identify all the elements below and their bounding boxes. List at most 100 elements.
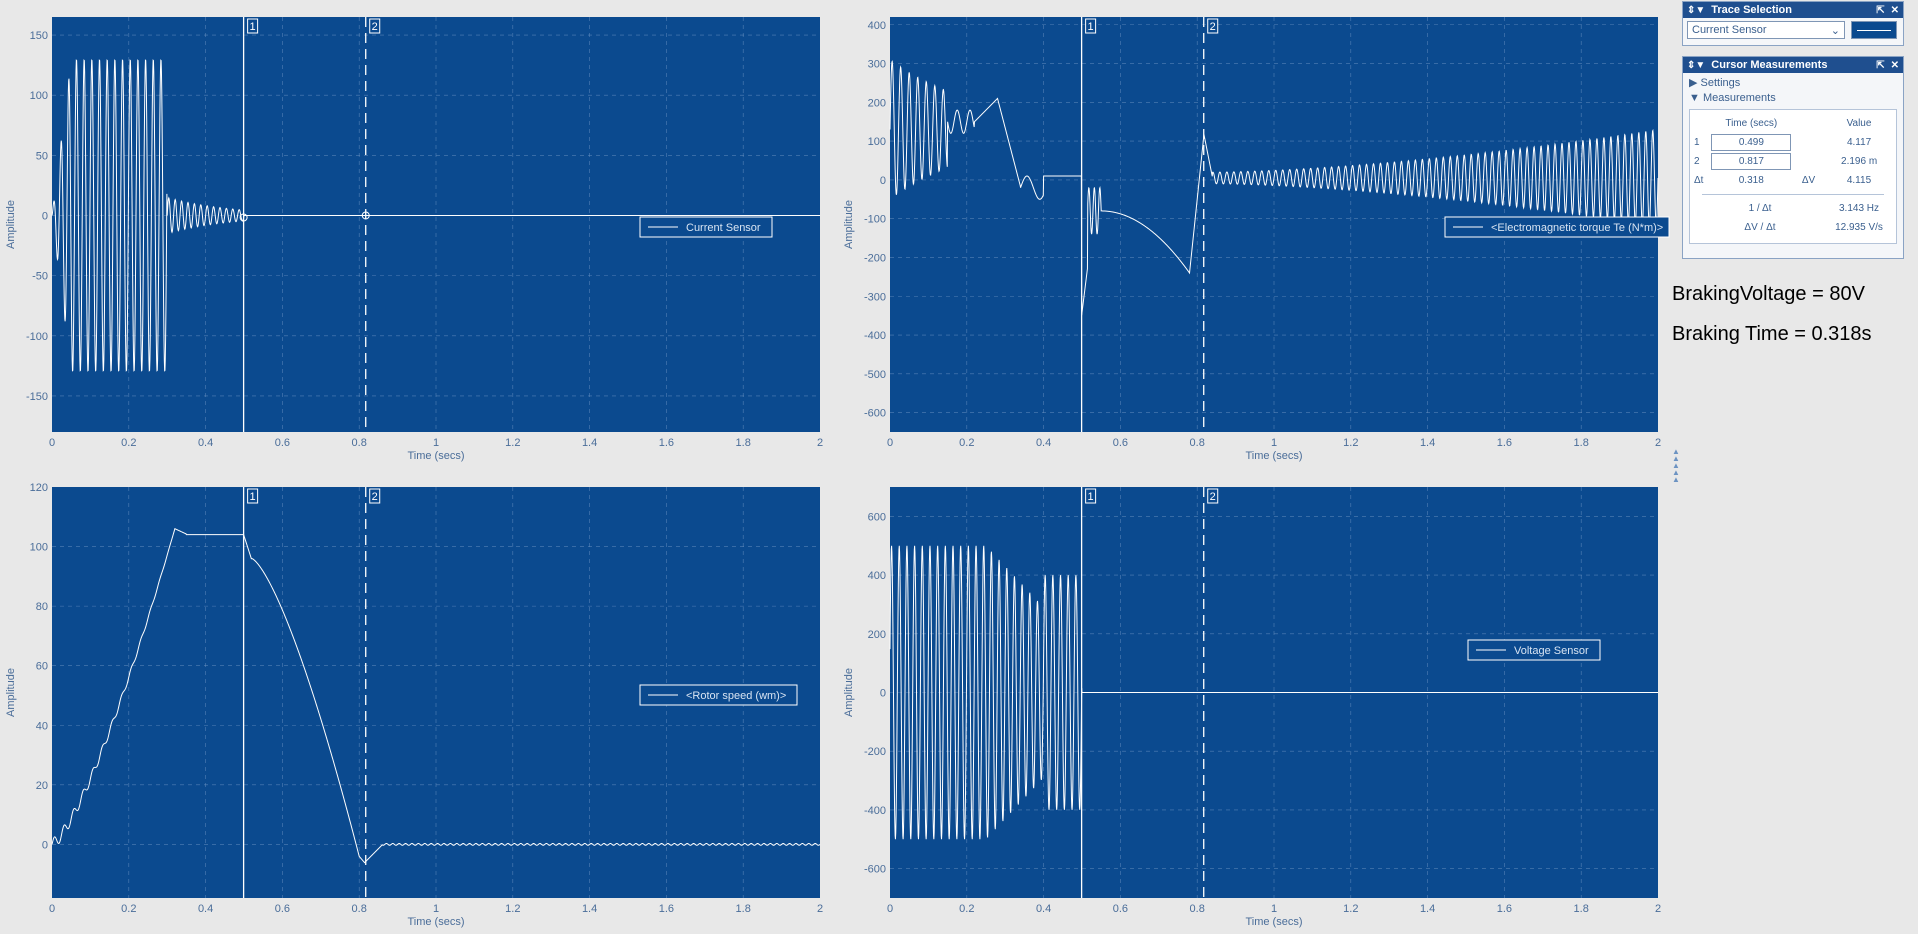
y-tick-label: 40	[36, 720, 48, 732]
cursor-2-time-input[interactable]: 0.817	[1711, 153, 1792, 170]
y-tick-label: -150	[26, 391, 48, 403]
undock-icon[interactable]: ⇱	[1876, 59, 1885, 71]
frequency-label: 1 / Δt	[1748, 203, 1772, 214]
legend: Current Sensor	[639, 216, 773, 238]
y-tick-label: -200	[864, 252, 886, 264]
cursor-1-tag: 1	[1085, 488, 1097, 504]
x-tick-label: 1.2	[1343, 437, 1358, 449]
delta-t-value: 0.318	[1738, 175, 1764, 186]
cursor-2-tag: 2	[369, 18, 381, 34]
y-tick-label: -50	[32, 271, 48, 283]
y-tick-label: 400	[868, 570, 886, 582]
y-tick-label: -200	[864, 746, 886, 758]
y-tick-label: 150	[30, 30, 48, 42]
x-tick-label: 1.2	[505, 903, 520, 915]
col-value-header: Value	[1846, 118, 1872, 129]
x-tick-label: 0.6	[1113, 437, 1128, 449]
y-tick-label: 100	[868, 136, 886, 148]
x-tick-label: 0.2	[959, 903, 974, 915]
x-tick-label: 2	[1655, 437, 1661, 449]
cursor-measurements-panel: ⇕▼ Cursor Measurements ⇱ ✕ ▶ Settings ▼ …	[1682, 56, 1904, 259]
x-tick-label: 0.8	[352, 903, 367, 915]
x-tick-label: 0	[887, 903, 893, 915]
trace-selection-header: ⇕▼ Trace Selection ⇱ ✕	[1683, 2, 1903, 18]
y-tick-label: -400	[864, 330, 886, 342]
x-tick-label: 0.4	[198, 437, 213, 449]
x-axis-title: Time (secs)	[1245, 450, 1302, 462]
x-tick-label: 1	[433, 903, 439, 915]
y-tick-label: -300	[864, 291, 886, 303]
triangle-down-icon: ▼	[1689, 92, 1700, 104]
x-tick-label: 0.8	[1190, 903, 1205, 915]
close-icon[interactable]: ✕	[1890, 4, 1899, 16]
x-tick-label: 1.8	[736, 903, 751, 915]
x-tick-label: 1.2	[1343, 903, 1358, 915]
delta-row: Δt 0.318 ΔV 4.115	[1694, 171, 1892, 190]
measurements-section-toggle[interactable]: ▼ Measurements	[1683, 92, 1903, 107]
svg-text:2: 2	[1210, 21, 1216, 33]
cursor-2-marker	[361, 211, 370, 220]
y-tick-label: -100	[26, 331, 48, 343]
settings-label: Settings	[1700, 77, 1741, 89]
dock-arrows-icon[interactable]: ⇕▼	[1687, 59, 1706, 71]
settings-section-toggle[interactable]: ▶ Settings	[1683, 73, 1903, 92]
x-axis-title: Time (secs)	[407, 450, 464, 462]
legend: <Rotor speed (wm)>	[639, 684, 798, 706]
y-tick-label: 20	[36, 780, 48, 792]
cursor-2-row: 2 0.817 2.196 m	[1694, 152, 1892, 171]
y-tick-label: 50	[36, 150, 48, 162]
dock-arrows-icon[interactable]: ⇕▼	[1687, 4, 1706, 16]
x-tick-label: 0.6	[275, 903, 290, 915]
legend: <Electromagnetic torque Te (N*m)>	[1444, 216, 1670, 238]
x-axis-title: Time (secs)	[407, 916, 464, 928]
y-tick-label: 100	[30, 90, 48, 102]
undock-icon[interactable]: ⇱	[1876, 4, 1885, 16]
y-tick-label: -400	[864, 805, 886, 817]
y-tick-label: 120	[30, 482, 48, 494]
x-tick-label: 1.4	[582, 437, 597, 449]
cursor-2-tag: 2	[369, 488, 381, 504]
cursor-1-time-input[interactable]: 0.499	[1711, 134, 1792, 151]
braking-time-annotation: Braking Time = 0.318s	[1672, 323, 1872, 345]
x-tick-label: 1.6	[1497, 437, 1512, 449]
frequency-value: 3.143 Hz	[1838, 203, 1880, 214]
trace-selection-panel: ⇕▼ Trace Selection ⇱ ✕ Current Sensor ⌄	[1682, 1, 1904, 46]
x-tick-label: 0.4	[1036, 437, 1051, 449]
close-icon[interactable]: ✕	[1890, 59, 1899, 71]
x-tick-label: 2	[1655, 903, 1661, 915]
x-axis-title: Time (secs)	[1245, 916, 1302, 928]
svg-text:1: 1	[250, 21, 256, 33]
x-tick-label: 2	[817, 437, 823, 449]
trace-select-dropdown[interactable]: Current Sensor ⌄	[1687, 21, 1845, 39]
frequency-row: 1 / Δt 3.143 Hz	[1694, 199, 1892, 218]
y-tick-label: 80	[36, 601, 48, 613]
measurements-table: Time (secs) Value 1 0.499 4.117 2 0.817 …	[1689, 109, 1897, 244]
y-tick-label: 0	[42, 839, 48, 851]
x-tick-label: 0.6	[275, 437, 290, 449]
y-tick-label: 0	[42, 210, 48, 222]
x-tick-label: 0	[49, 437, 55, 449]
x-tick-label: 1	[1271, 437, 1277, 449]
collapse-arrows-icon[interactable]: ▲ ▲ ▲ ▲ ▲	[1672, 447, 1680, 484]
y-tick-label: 300	[868, 59, 886, 71]
trace-select-value: Current Sensor	[1692, 24, 1767, 36]
x-tick-label: 1.4	[1420, 903, 1435, 915]
svg-text:1: 1	[250, 491, 256, 503]
delta-t-label: Δt	[1694, 175, 1704, 186]
delta-v-value: 4.115	[1846, 175, 1872, 186]
x-tick-label: 1.6	[1497, 903, 1512, 915]
chevron-down-icon: ⌄	[1830, 24, 1840, 37]
line-style-swatch[interactable]	[1851, 21, 1897, 39]
cursor-2-tag: 2	[1207, 488, 1219, 504]
series-line	[51, 59, 820, 372]
x-tick-label: 1.8	[1574, 903, 1589, 915]
cursor-1-tag: 1	[247, 18, 259, 34]
y-tick-label: 60	[36, 661, 48, 673]
slope-label: ΔV / Δt	[1744, 222, 1776, 233]
slope-row: ΔV / Δt 12.935 V/s	[1694, 218, 1892, 237]
x-tick-label: 1.8	[1574, 437, 1589, 449]
